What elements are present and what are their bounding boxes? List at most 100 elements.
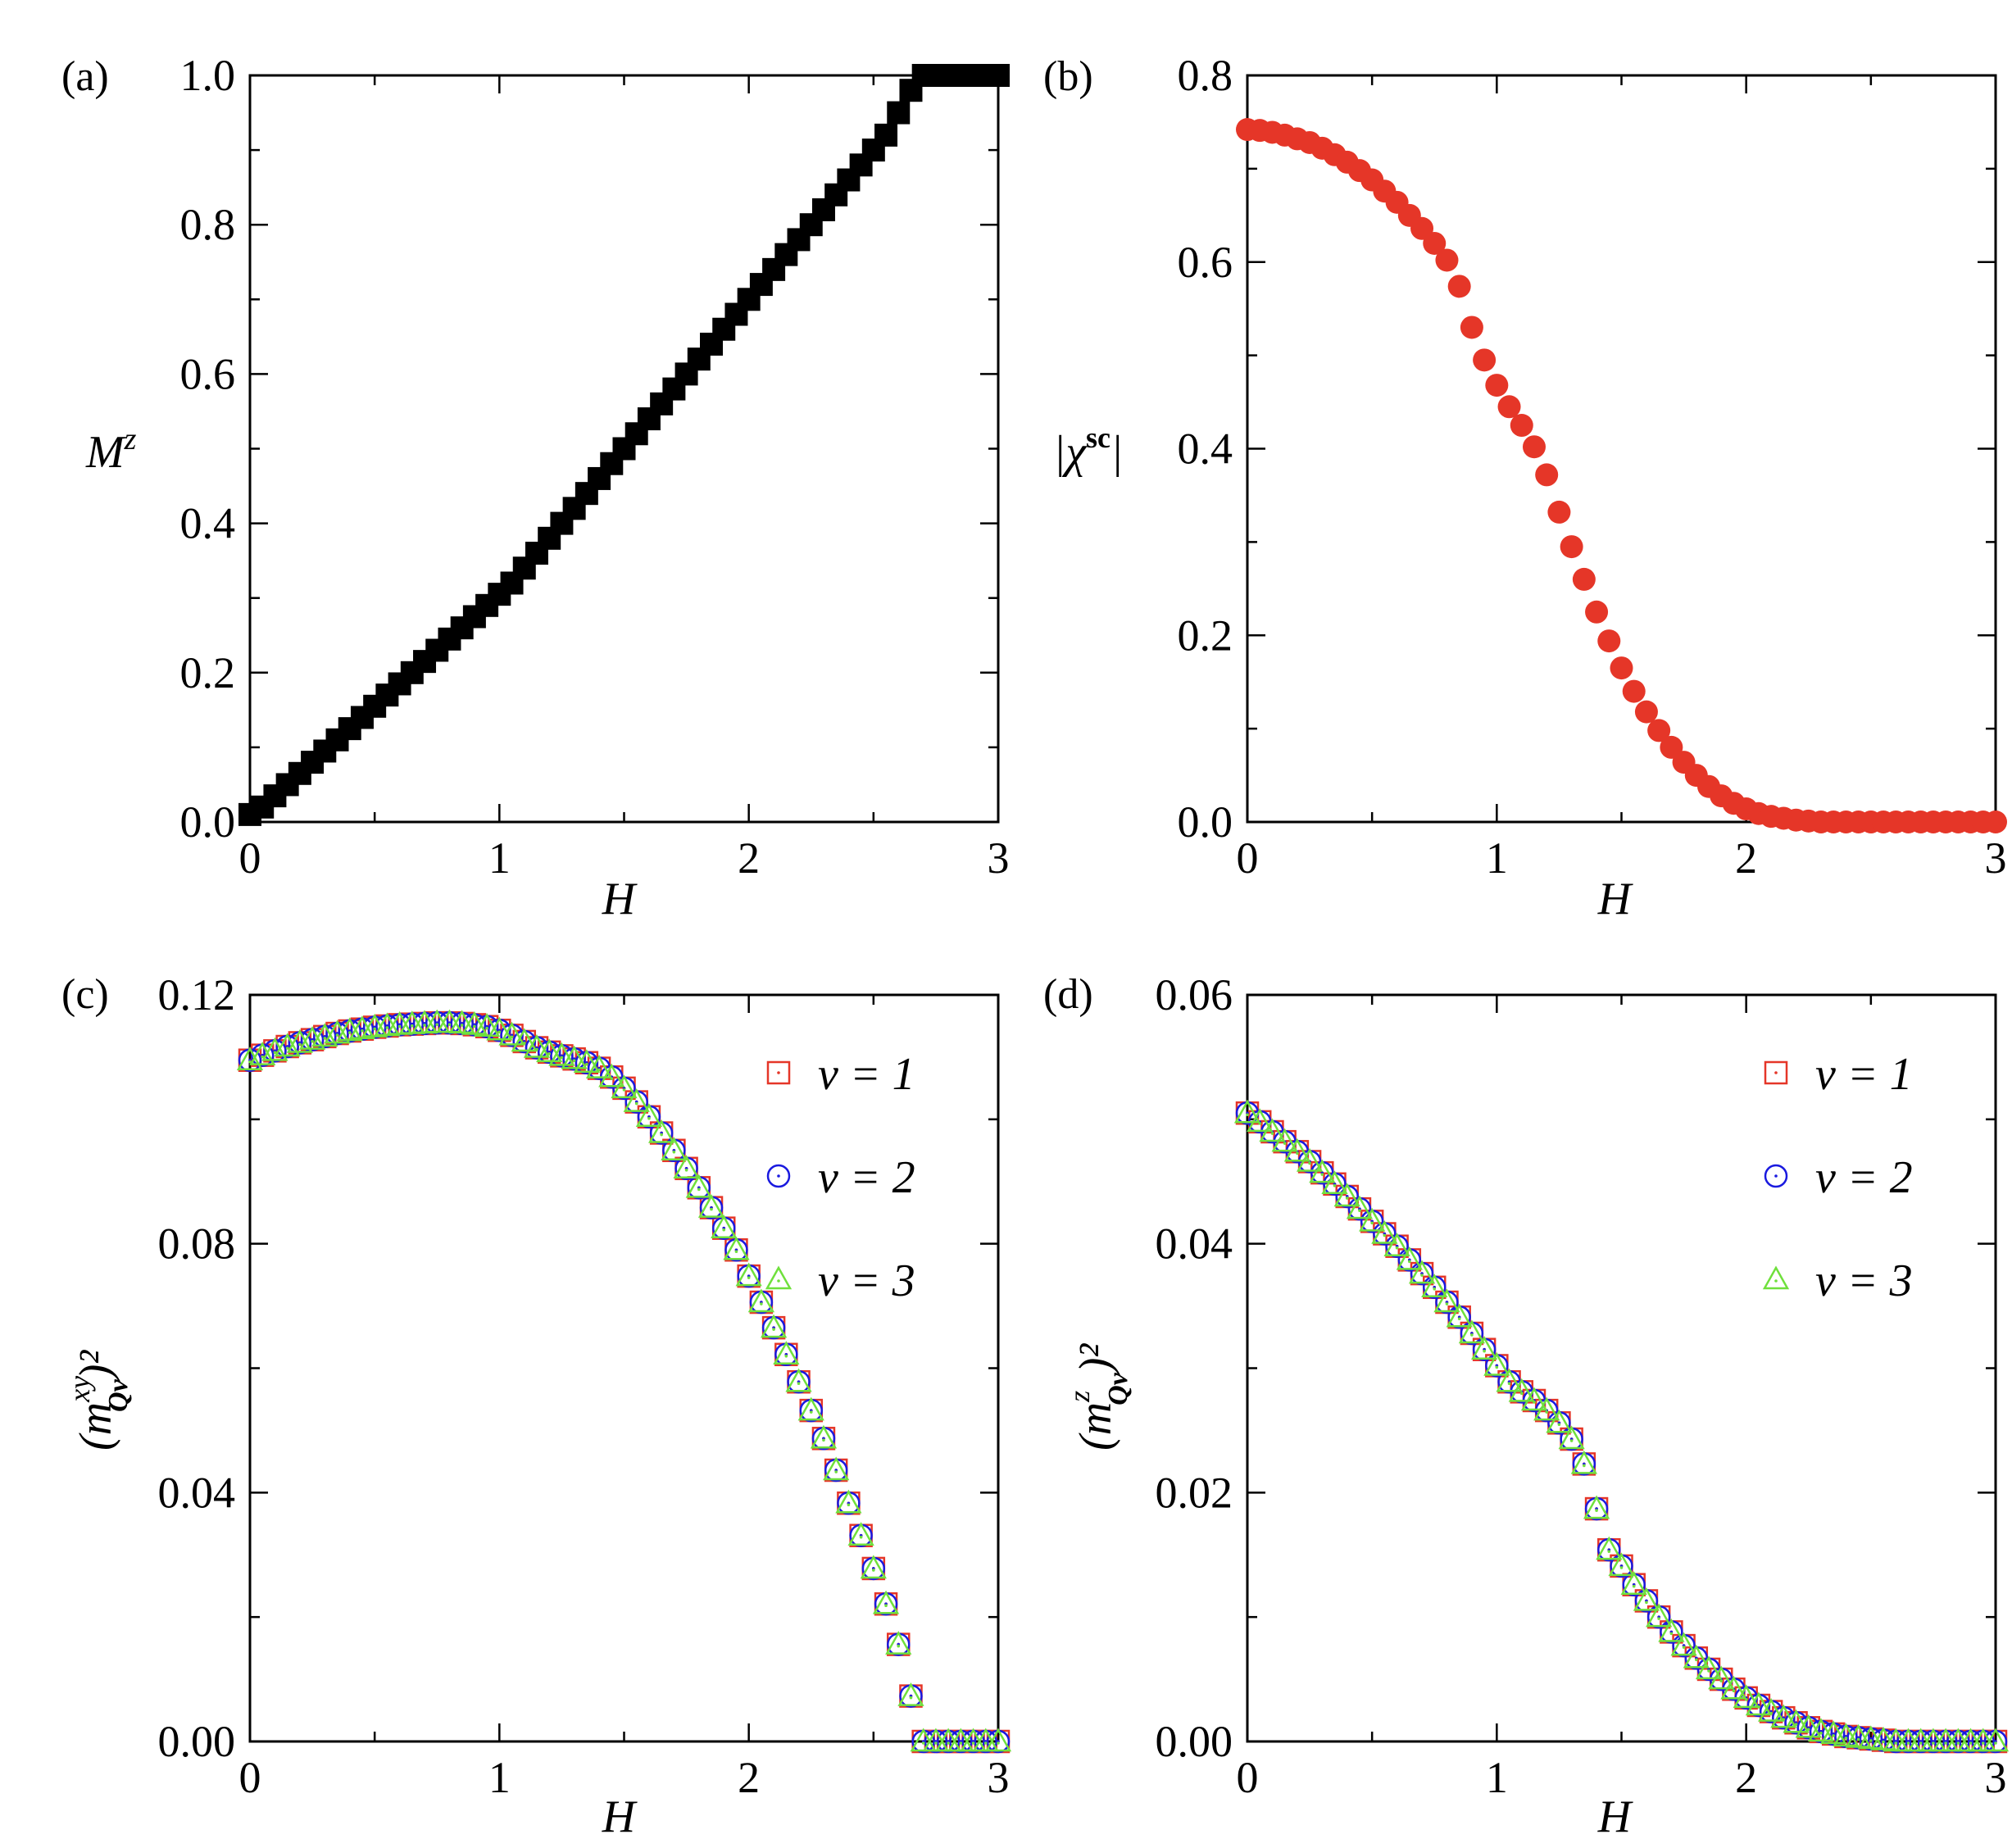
panel-c-point-triangle-shape xyxy=(261,1037,288,1061)
panel-d-tag: (d) xyxy=(1043,971,1093,1018)
panel-c-point-triangle-dot xyxy=(847,1503,851,1507)
panel-d-point-triangle xyxy=(1869,1726,1897,1750)
panel-d-xtick-label: 2 xyxy=(1735,1753,1757,1802)
panel-d-point-triangle-shape xyxy=(1247,1108,1274,1133)
panel-d-point-triangle-dot xyxy=(1507,1382,1511,1386)
panel-d-point-triangle xyxy=(1421,1274,1448,1298)
panel-c-point-triangle-shape xyxy=(760,1314,788,1338)
panel-d-legend-label: ν = 3 xyxy=(1815,1255,1913,1306)
panel-c-point-triangle-dot xyxy=(597,1068,601,1072)
panel-d-point-triangle-dot xyxy=(1569,1439,1574,1442)
panel-c-point-triangle-dot xyxy=(784,1354,788,1358)
panel-d-point-triangle-shape xyxy=(1683,1644,1710,1669)
panel-c-point-triangle xyxy=(473,1013,501,1037)
panel-c-legend-marker-dot xyxy=(777,1071,780,1074)
panel-d-point-triangle xyxy=(1783,1709,1810,1733)
panel-d-point-triangle-dot xyxy=(1408,1260,1411,1264)
panel-d-point-triangle xyxy=(1757,1698,1785,1722)
panel-c-point-triangle-shape xyxy=(448,1010,475,1034)
panel-d-point-triangle xyxy=(1708,1665,1735,1690)
panel-c-legend-marker xyxy=(766,1060,791,1085)
panel-d-point-triangle-shape xyxy=(1383,1233,1410,1256)
panel-d-point-triangle-shape xyxy=(1396,1246,1423,1270)
panel-c-point-triangle-dot xyxy=(921,1741,925,1745)
panel-d-point-triangle-dot xyxy=(1832,1734,1835,1737)
panel-c-point-triangle-dot xyxy=(248,1060,252,1064)
panel-c-point-triangle-shape xyxy=(511,1028,538,1052)
panel-b-point-filled-circle xyxy=(1423,231,1447,255)
panel-d-point-triangle-dot xyxy=(1333,1183,1337,1187)
panel-d-point-triangle-shape xyxy=(1346,1195,1374,1219)
panel-c-point-triangle-shape xyxy=(611,1074,638,1099)
panel-d-point-triangle-shape xyxy=(1783,1709,1810,1733)
panel-c-point-triangle-dot xyxy=(809,1410,813,1414)
panel-d-point-triangle-dot xyxy=(1794,1723,1798,1727)
panel-c-tag: (c) xyxy=(61,971,109,1018)
panel-c-point-triangle-dot xyxy=(634,1101,638,1106)
panel-a-point-filled-square xyxy=(887,101,911,125)
panel-c-point-triangle xyxy=(648,1119,675,1143)
panel-c-point-triangle-shape xyxy=(747,1288,775,1313)
panel-d-point-triangle-dot xyxy=(1956,1741,1960,1745)
panel-d-legend-marker-shape xyxy=(1764,1060,1788,1085)
panel-d-point-triangle xyxy=(1446,1303,1473,1328)
panel-b-frame xyxy=(1246,74,1997,824)
panel-c-point-triangle-dot xyxy=(510,1035,514,1039)
panel-c-point-triangle-shape xyxy=(598,1063,625,1087)
panel-c-point-triangle-shape xyxy=(486,1016,513,1041)
panel-c-point-triangle-dot xyxy=(610,1077,614,1081)
panel-b-point-filled-circle xyxy=(1560,535,1583,559)
panel-d-point-triangle-shape xyxy=(1982,1728,2010,1752)
panel-c-point-triangle xyxy=(773,1341,800,1365)
panel-c-point-triangle xyxy=(984,1728,1012,1752)
panel-d-legend-marker xyxy=(1764,1164,1788,1188)
panel-d-point-triangle xyxy=(1820,1720,1847,1745)
panel-b-point-filled-circle xyxy=(1547,500,1571,524)
panel-d-point-triangle xyxy=(1321,1170,1348,1195)
panel-c-point-triangle-dot xyxy=(347,1031,352,1034)
panel-b-point-filled-circle xyxy=(1984,810,2007,833)
panel-c-point-triangle-dot xyxy=(722,1228,726,1232)
panel-d-point-triangle xyxy=(1458,1319,1486,1344)
panel-d-point-triangle-dot xyxy=(1283,1142,1287,1145)
panel-d-point-triangle-shape xyxy=(1620,1571,1647,1595)
panel-b-point-filled-circle xyxy=(1497,395,1521,419)
panel-d-point-triangle-dot xyxy=(1682,1646,1686,1649)
panel-b-xlabel: H xyxy=(1597,874,1633,924)
panel-c-point-triangle-dot xyxy=(997,1741,1000,1745)
panel-b-ytick-label: 0.6 xyxy=(1178,238,1233,287)
panel-c-point-triangle-shape xyxy=(872,1590,900,1614)
panel-c-point-triangle-dot xyxy=(797,1382,801,1386)
panel-d-point-triangle-dot xyxy=(1483,1349,1486,1353)
panel-d-point-triangle-dot xyxy=(1894,1741,1898,1745)
panel-c-legend-label: ν = 2 xyxy=(818,1152,915,1203)
panel-c-point-triangle-shape xyxy=(623,1088,650,1112)
panel-d-point-triangle xyxy=(1683,1644,1710,1669)
panel-d-legend-marker-shape xyxy=(1762,1265,1790,1290)
panel-c-point-triangle xyxy=(585,1055,613,1078)
panel-c-point-triangle xyxy=(872,1590,900,1614)
panel-d-point-triangle xyxy=(1646,1603,1673,1628)
panel-d-point-triangle xyxy=(1508,1378,1535,1402)
panel-b-xtick-label: 2 xyxy=(1735,833,1757,883)
panel-c-point-triangle-shape xyxy=(461,1010,488,1035)
panel-d-point-triangle xyxy=(1470,1336,1498,1360)
panel-c-point-triangle-dot xyxy=(772,1328,775,1331)
panel-b-point-filled-circle xyxy=(1647,719,1671,742)
panel-c-point-triangle-dot xyxy=(622,1088,626,1092)
panel-d-point-triangle-dot xyxy=(1919,1741,1923,1745)
panel-c-point-triangle xyxy=(885,1631,912,1655)
panel-c-point-triangle-dot xyxy=(859,1535,863,1539)
panel-d-point-triangle xyxy=(1608,1552,1635,1577)
panel-d: (d) (mz Qν)² H 0 1 2 30.000.020.040.06ν = 1ν… xyxy=(1043,970,2010,1842)
panel-d-xlabel: H xyxy=(1597,1791,1633,1842)
panel-c-point-triangle-dot xyxy=(734,1250,738,1254)
panel-c-point-triangle-dot xyxy=(547,1052,551,1056)
panel-c-ytick-label: 0.12 xyxy=(158,970,236,1019)
panel-d-point-triangle-dot xyxy=(1719,1679,1724,1682)
panel-c-point-triangle xyxy=(661,1137,688,1161)
panel-d-point-triangle xyxy=(1283,1137,1310,1162)
panel-c-point-triangle-shape xyxy=(673,1155,700,1179)
panel-d-points xyxy=(1233,1099,2010,1754)
panel-c-point-triangle xyxy=(548,1042,575,1066)
